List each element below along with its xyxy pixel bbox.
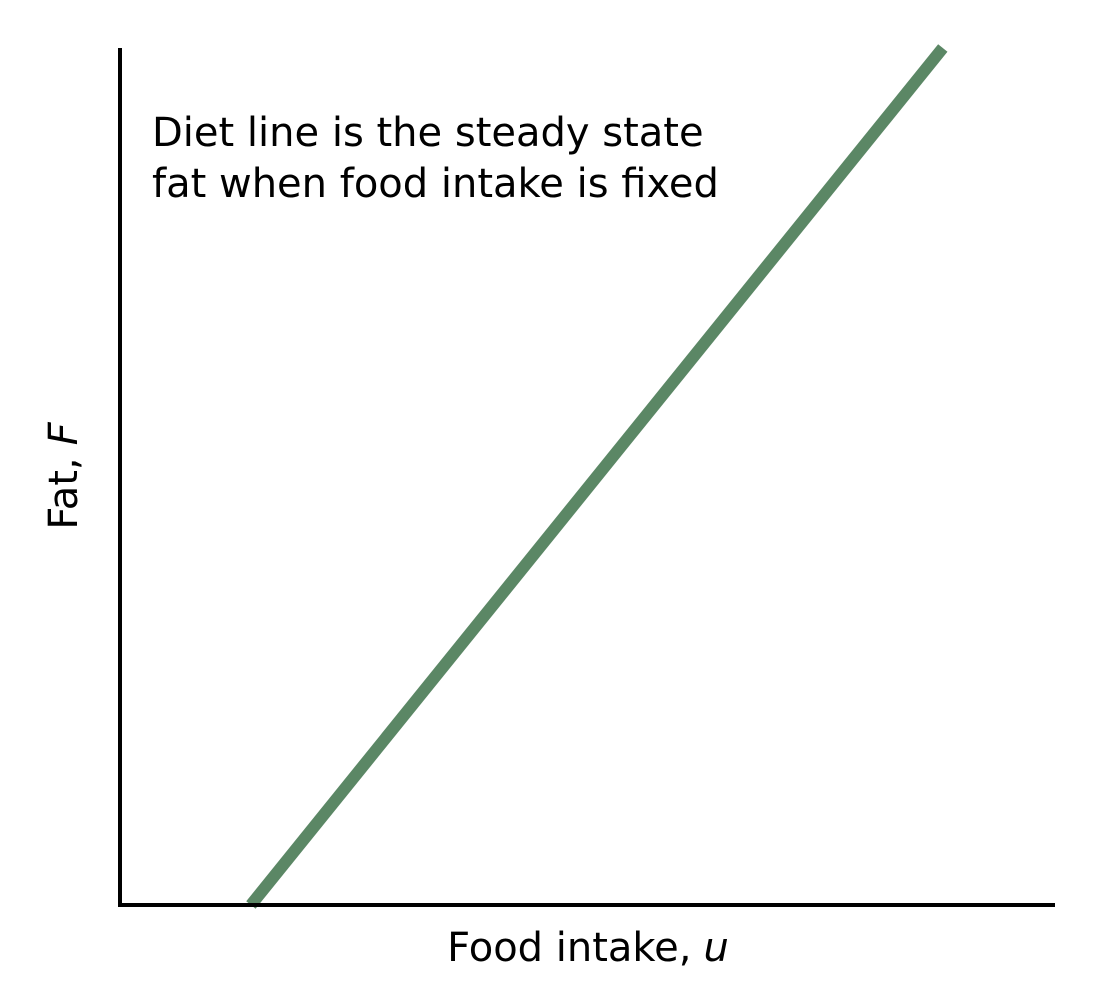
x-axis-label-variable: u xyxy=(704,925,729,971)
x-axis-label-text: Food intake, xyxy=(447,925,691,971)
annotation-line: Diet line is the steady state xyxy=(152,110,704,156)
x-axis-label: Food intake, u xyxy=(447,925,729,971)
y-axis-label: Fat, F xyxy=(41,421,87,529)
annotation-line: fat when food intake is fixed xyxy=(152,161,719,207)
y-axis-label-text: Fat, xyxy=(41,457,87,529)
y-axis-label-variable: F xyxy=(41,421,87,445)
data-line xyxy=(246,44,948,909)
